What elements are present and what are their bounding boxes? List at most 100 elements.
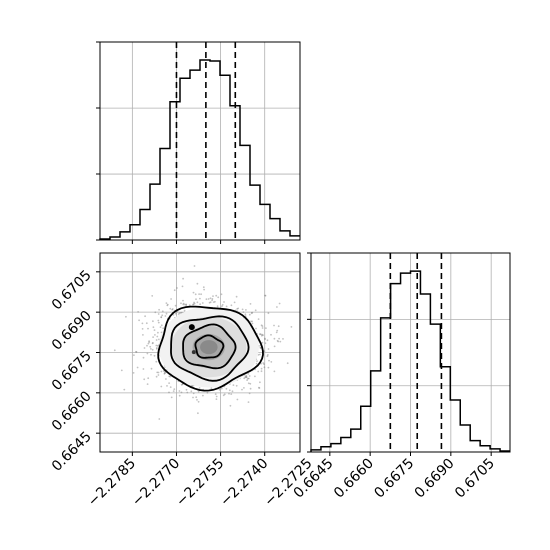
scatter-point — [173, 289, 176, 292]
scatter-point — [275, 331, 278, 334]
scatter-point — [263, 366, 266, 369]
histogram-step — [99, 59, 300, 240]
scatter-point — [214, 300, 216, 303]
scatter-point — [209, 297, 212, 300]
scatter-point — [245, 309, 247, 311]
scatter-point — [160, 385, 163, 388]
scatter-point — [228, 389, 231, 392]
scatter-point — [192, 396, 194, 399]
scatter-point — [113, 349, 116, 352]
scatter-point — [142, 334, 144, 336]
scatter-point — [259, 381, 261, 384]
scatter-point — [201, 302, 204, 304]
scatter-point — [182, 303, 185, 306]
scatter-point — [225, 387, 228, 390]
scatter-point — [135, 350, 137, 353]
scatter-point — [248, 375, 251, 377]
scatter-point — [228, 392, 230, 395]
scatter-point — [266, 355, 269, 358]
scatter-point — [230, 393, 233, 395]
scatter-point — [136, 366, 139, 369]
scatter-point — [267, 366, 270, 369]
scatter-point — [255, 327, 257, 330]
y-tick-label: 0.6660 — [49, 388, 95, 434]
scatter-point — [215, 398, 218, 400]
scatter-point — [221, 303, 224, 306]
scatter-point — [251, 322, 254, 325]
y-tick-label: 0.6705 — [49, 267, 95, 313]
scatter-point — [164, 371, 167, 374]
scatter-point — [141, 322, 144, 325]
scatter-point — [258, 386, 260, 389]
scatter-point — [160, 324, 163, 327]
scatter-point — [151, 295, 154, 297]
scatter-point — [214, 393, 217, 396]
scatter-point — [220, 387, 223, 390]
scatter-point — [231, 390, 234, 393]
scatter-point — [259, 346, 262, 349]
scatter-point — [158, 338, 160, 341]
scatter-point — [177, 313, 180, 315]
y-tick-label: 0.6690 — [49, 308, 95, 354]
scatter-point — [264, 342, 267, 345]
scatter-point — [264, 294, 267, 297]
scatter-point — [264, 294, 266, 297]
scatter-point — [243, 387, 245, 389]
scatter-point — [174, 304, 177, 307]
scatter-point — [152, 336, 155, 338]
histogram-step — [310, 270, 510, 452]
scatter-point — [222, 394, 225, 397]
scatter-point — [188, 304, 191, 307]
scatter-point — [210, 387, 213, 390]
scatter-point — [157, 374, 160, 376]
scatter-point — [261, 327, 264, 329]
scatter-point — [147, 377, 150, 380]
scatter-point — [206, 391, 209, 394]
scatter-point — [181, 383, 184, 386]
scatter-point — [182, 302, 185, 305]
scatter-point — [211, 298, 214, 300]
scatter-point — [245, 374, 248, 377]
scatter-point — [186, 391, 189, 394]
scatter-point — [241, 308, 244, 311]
scatter-point — [155, 360, 158, 363]
scatter-point — [153, 329, 156, 331]
scatter-point — [246, 379, 249, 381]
scatter-point — [261, 341, 264, 344]
scatter-point — [192, 303, 194, 306]
scatter-point — [172, 314, 175, 316]
scatter-point — [164, 315, 167, 317]
scatter-point — [168, 382, 171, 384]
scatter-point — [223, 301, 225, 303]
scatter-point — [192, 392, 195, 395]
scatter-point — [249, 382, 252, 385]
y-tick-label: 0.6675 — [49, 348, 95, 394]
scatter-point — [190, 390, 193, 393]
scatter-point — [155, 347, 158, 349]
scatter-point — [273, 345, 276, 348]
scatter-point — [191, 385, 194, 387]
scatter-point — [263, 363, 265, 365]
scatter-point — [182, 277, 185, 280]
scatter-point — [197, 412, 199, 415]
scatter-point — [193, 302, 196, 305]
scatter-point — [209, 301, 212, 303]
scatter-point — [196, 399, 198, 401]
scatter-point — [278, 302, 281, 305]
scatter-point — [199, 297, 201, 300]
scatter-point — [244, 376, 247, 379]
scatter-point — [173, 388, 176, 391]
scatter-point — [160, 370, 163, 373]
scatter-point — [183, 303, 186, 306]
scatter-point — [259, 333, 262, 336]
scatter-point — [259, 333, 261, 336]
scatter-point — [147, 327, 149, 330]
scatter-point — [166, 385, 168, 387]
scatter-point — [192, 291, 195, 294]
scatter-point — [282, 338, 284, 340]
scatter-point — [247, 373, 250, 375]
scatter-point — [260, 334, 263, 337]
scatter-point — [152, 342, 154, 344]
scatter-point — [215, 294, 218, 297]
